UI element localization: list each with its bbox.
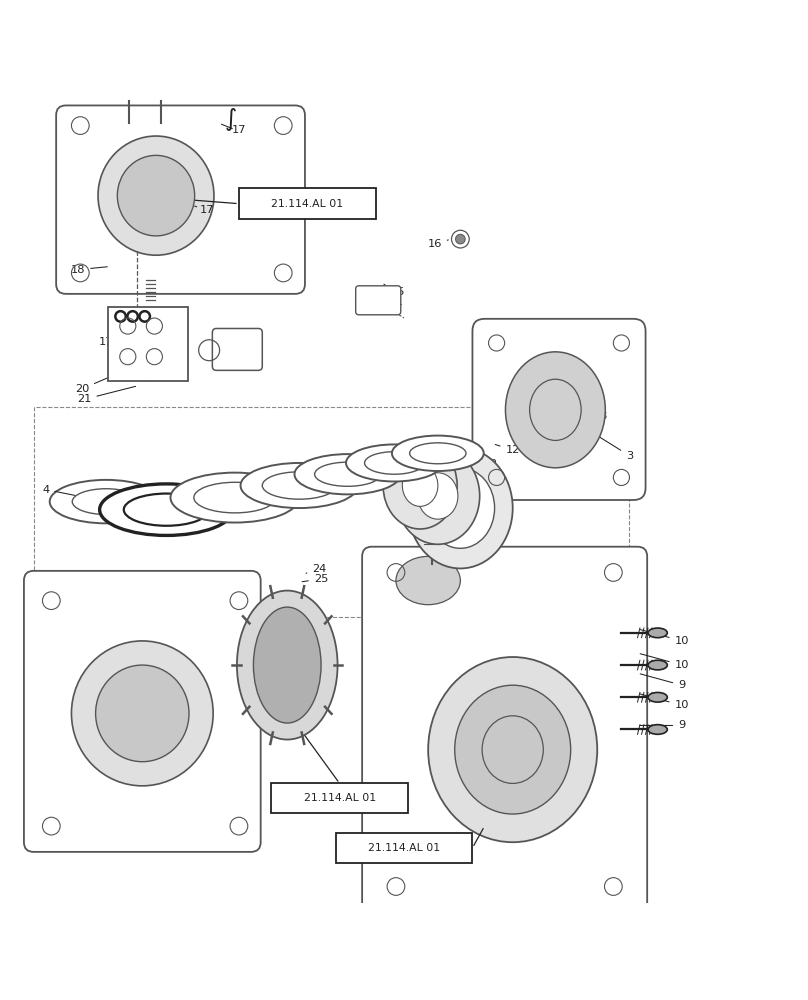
- Text: 5: 5: [181, 513, 206, 525]
- Text: 8: 8: [324, 472, 335, 489]
- Text: 10: 10: [640, 630, 689, 646]
- Text: 18: 18: [70, 265, 107, 275]
- Ellipse shape: [194, 482, 276, 513]
- Ellipse shape: [71, 641, 213, 786]
- Text: $\int$: $\int$: [225, 106, 238, 133]
- Ellipse shape: [506, 352, 605, 468]
- Ellipse shape: [396, 448, 480, 544]
- FancyBboxPatch shape: [473, 319, 646, 500]
- Text: 6: 6: [203, 503, 210, 516]
- FancyBboxPatch shape: [107, 307, 188, 381]
- Ellipse shape: [426, 468, 494, 548]
- Ellipse shape: [263, 472, 336, 499]
- Text: 21: 21: [77, 386, 136, 404]
- Ellipse shape: [396, 556, 461, 605]
- Ellipse shape: [418, 473, 458, 519]
- Ellipse shape: [50, 480, 162, 523]
- Text: 25: 25: [302, 574, 328, 584]
- Text: 24: 24: [306, 564, 326, 574]
- Ellipse shape: [72, 489, 140, 514]
- Text: 14: 14: [386, 295, 403, 309]
- Text: 9: 9: [640, 674, 685, 690]
- Ellipse shape: [456, 234, 465, 244]
- Ellipse shape: [98, 136, 214, 255]
- Text: 7: 7: [306, 486, 327, 497]
- FancyBboxPatch shape: [213, 328, 263, 370]
- FancyBboxPatch shape: [24, 571, 261, 852]
- Ellipse shape: [364, 452, 424, 474]
- Ellipse shape: [237, 591, 338, 740]
- Ellipse shape: [648, 660, 667, 670]
- Text: 19: 19: [229, 352, 250, 363]
- FancyBboxPatch shape: [356, 286, 401, 315]
- Ellipse shape: [648, 628, 667, 638]
- FancyBboxPatch shape: [239, 188, 376, 219]
- Text: 23: 23: [171, 372, 186, 382]
- FancyBboxPatch shape: [362, 547, 647, 912]
- Text: 4: 4: [42, 485, 75, 495]
- Ellipse shape: [648, 725, 667, 734]
- Text: 12: 12: [495, 444, 520, 455]
- Text: 1: 1: [463, 471, 496, 498]
- FancyBboxPatch shape: [335, 833, 473, 863]
- Text: 17: 17: [195, 205, 214, 215]
- Ellipse shape: [455, 685, 570, 814]
- Text: 3: 3: [600, 437, 633, 461]
- Text: 13: 13: [576, 411, 608, 421]
- Text: 17: 17: [232, 125, 246, 135]
- Ellipse shape: [254, 607, 321, 723]
- Ellipse shape: [428, 657, 597, 842]
- Ellipse shape: [314, 462, 381, 486]
- Ellipse shape: [170, 473, 299, 523]
- Ellipse shape: [99, 484, 234, 535]
- Text: 2: 2: [458, 459, 496, 492]
- Text: 21.114.AL 01: 21.114.AL 01: [271, 199, 343, 209]
- Ellipse shape: [241, 463, 358, 508]
- Ellipse shape: [392, 436, 484, 471]
- Ellipse shape: [408, 448, 513, 568]
- Ellipse shape: [648, 692, 667, 702]
- Ellipse shape: [95, 665, 189, 762]
- Ellipse shape: [383, 442, 457, 529]
- Text: 9: 9: [640, 720, 685, 730]
- Text: 17: 17: [99, 334, 121, 347]
- Ellipse shape: [294, 454, 401, 494]
- Circle shape: [452, 230, 469, 248]
- Text: 10: 10: [640, 654, 689, 670]
- Text: 11: 11: [419, 437, 450, 449]
- Text: 15: 15: [384, 284, 405, 297]
- Ellipse shape: [402, 465, 438, 506]
- Text: 20: 20: [74, 378, 107, 394]
- Text: 10: 10: [640, 694, 689, 710]
- Ellipse shape: [346, 444, 443, 481]
- Text: 21.114.AL 01: 21.114.AL 01: [368, 843, 440, 853]
- FancyBboxPatch shape: [56, 105, 305, 294]
- Ellipse shape: [410, 443, 466, 464]
- Text: 16: 16: [427, 239, 448, 249]
- Text: 21.114.AL 01: 21.114.AL 01: [304, 793, 376, 803]
- Ellipse shape: [117, 155, 195, 236]
- Text: 22: 22: [162, 361, 182, 371]
- FancyBboxPatch shape: [271, 783, 408, 813]
- Text: 17: 17: [158, 333, 178, 347]
- Ellipse shape: [124, 494, 209, 526]
